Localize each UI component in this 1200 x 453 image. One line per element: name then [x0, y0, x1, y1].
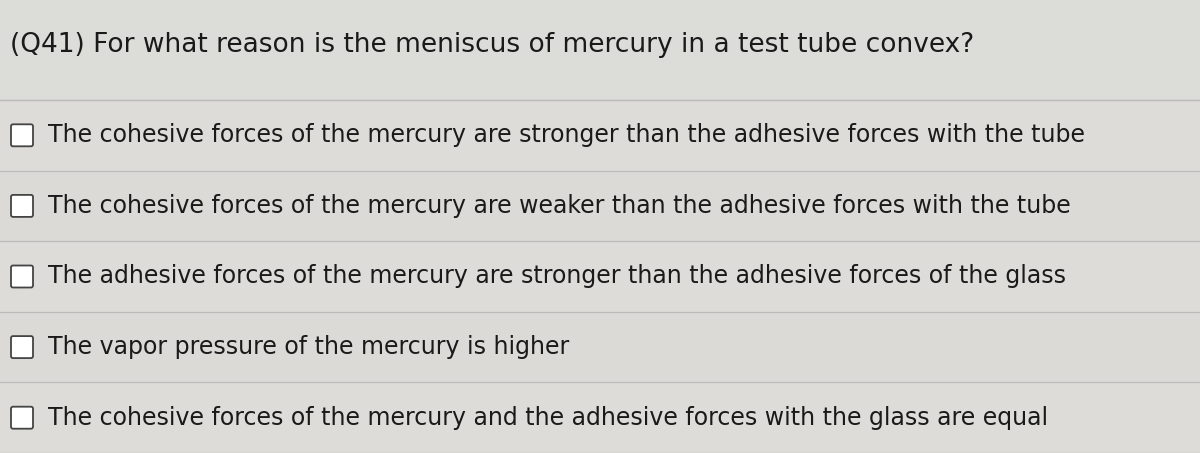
Text: The cohesive forces of the mercury and the adhesive forces with the glass are eq: The cohesive forces of the mercury and t…: [48, 406, 1048, 430]
Bar: [0, 100, 1200, 171]
Bar: [0, 171, 1200, 241]
Bar: [0, 241, 1200, 312]
FancyBboxPatch shape: [11, 195, 34, 217]
Bar: [0, 312, 1200, 382]
Text: The cohesive forces of the mercury are stronger than the adhesive forces with th: The cohesive forces of the mercury are s…: [48, 123, 1085, 147]
FancyBboxPatch shape: [11, 124, 34, 146]
Bar: [0, 0, 1200, 100]
Text: The cohesive forces of the mercury are weaker than the adhesive forces with the : The cohesive forces of the mercury are w…: [48, 194, 1070, 218]
FancyBboxPatch shape: [11, 407, 34, 429]
Text: (Q41) For what reason is the meniscus of mercury in a test tube convex?: (Q41) For what reason is the meniscus of…: [10, 32, 974, 58]
Bar: [0, 382, 1200, 453]
FancyBboxPatch shape: [11, 336, 34, 358]
Text: The adhesive forces of the mercury are stronger than the adhesive forces of the : The adhesive forces of the mercury are s…: [48, 265, 1066, 289]
Text: The vapor pressure of the mercury is higher: The vapor pressure of the mercury is hig…: [48, 335, 569, 359]
FancyBboxPatch shape: [11, 265, 34, 288]
